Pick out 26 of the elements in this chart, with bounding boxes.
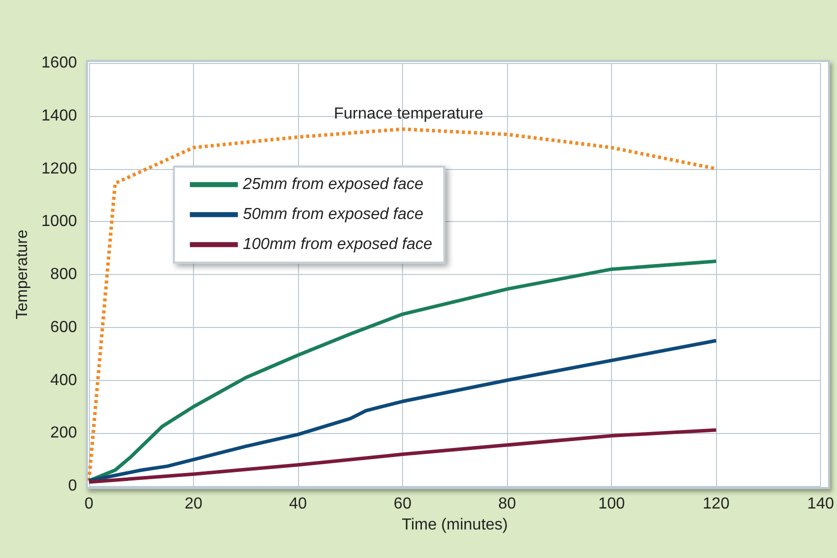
x-tick-label: 40 [289, 496, 308, 512]
y-axis-title: Temperature [14, 229, 32, 320]
line-series [87, 260, 718, 482]
x-tick-label: 120 [702, 496, 730, 512]
legend-label: 25mm from exposed face [242, 176, 424, 194]
x-tick-label: 140 [807, 496, 834, 512]
x-tick-label: 0 [84, 496, 94, 512]
y-tick-label: 600 [50, 318, 78, 336]
y-tick-label: 1400 [41, 107, 78, 124]
y-tick-label: 1000 [41, 213, 78, 230]
y-tick-label: 800 [50, 266, 78, 283]
legend-label: 50mm from exposed face [242, 206, 424, 224]
line-series [87, 428, 718, 484]
y-tick-label: 400 [50, 372, 78, 389]
x-axis-title: Time (minutes) [402, 516, 508, 534]
x-tick-label: 100 [598, 496, 626, 512]
x-tick-label: 20 [184, 496, 203, 512]
y-tick-label: 200 [50, 424, 78, 442]
y-tick-label: 0 [68, 478, 78, 494]
annotation: Furnace temperature [334, 105, 484, 122]
y-tick-label: 1200 [41, 160, 78, 178]
x-tick-label: 80 [498, 496, 516, 512]
y-tick-label: 1600 [41, 54, 78, 72]
line-series [87, 338, 718, 482]
x-tick-label: 60 [394, 496, 412, 512]
legend-label: 100mm from exposed face [242, 236, 432, 254]
